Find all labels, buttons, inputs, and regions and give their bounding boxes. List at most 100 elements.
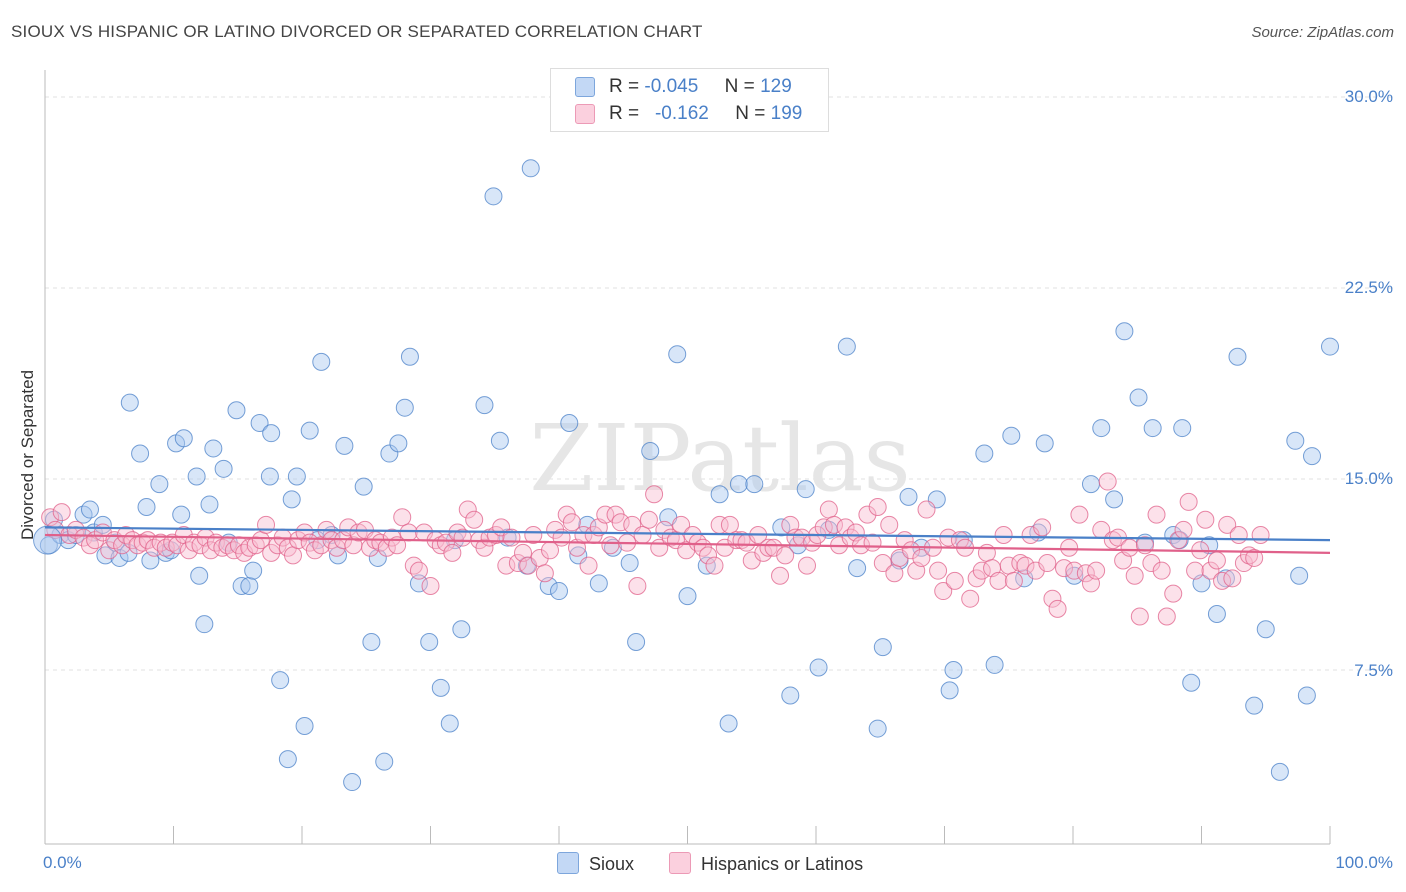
sioux-point xyxy=(343,773,362,792)
sioux-point xyxy=(781,686,800,705)
hispanic-point xyxy=(1098,472,1117,491)
hispanic-point xyxy=(720,515,739,534)
sioux-point xyxy=(796,480,815,499)
hispanic-swatch xyxy=(575,104,595,124)
legend-label-hispanic: Hispanics or Latinos xyxy=(701,854,864,874)
sioux-point xyxy=(710,485,729,504)
hispanic-point xyxy=(1087,561,1106,580)
y-axis-label: Divorced or Separated xyxy=(18,369,37,541)
sioux-point xyxy=(678,587,697,606)
sioux-point xyxy=(868,719,887,738)
y-tick-label-22-5: 22.5% xyxy=(1344,278,1393,297)
hispanic-point xyxy=(1004,571,1023,590)
sioux-point xyxy=(668,345,687,364)
hispanic-point xyxy=(945,571,964,590)
hispanic-point xyxy=(1076,564,1095,583)
hispanic-point xyxy=(508,554,527,573)
hispanic-point xyxy=(1070,505,1089,524)
hispanic-point xyxy=(611,513,630,532)
sioux-point xyxy=(745,475,764,494)
hispanic-point xyxy=(819,500,838,519)
legend-item-sioux: Sioux xyxy=(557,852,634,875)
n-value-sioux: 129 xyxy=(760,76,792,97)
sioux-point xyxy=(1297,686,1316,705)
hispanic-point xyxy=(858,505,877,524)
hispanic-point xyxy=(1103,531,1122,550)
hispanic-point xyxy=(824,515,843,534)
hispanic-point xyxy=(1016,556,1035,575)
hispanic-point xyxy=(1251,526,1270,545)
sioux-point xyxy=(1129,388,1148,407)
n-label: N = xyxy=(735,103,766,124)
hispanic-point xyxy=(475,538,494,557)
sioux-point xyxy=(395,398,414,417)
hispanic-point xyxy=(246,536,265,555)
hispanic-point xyxy=(436,533,455,552)
sioux-point xyxy=(227,401,246,420)
sioux-point xyxy=(375,752,394,771)
hispanic-point xyxy=(579,556,598,575)
sioux-point xyxy=(335,436,354,455)
hispanic-point xyxy=(639,510,658,529)
hispanic-point xyxy=(929,561,948,580)
sioux-point xyxy=(1321,337,1339,356)
hispanic-point xyxy=(912,548,931,567)
sioux-point xyxy=(589,574,608,593)
sioux-point xyxy=(1290,566,1309,585)
sioux-point xyxy=(187,467,206,486)
n-label: N = xyxy=(724,76,755,97)
sioux-point xyxy=(1256,620,1275,639)
hispanic-point xyxy=(601,536,620,555)
sioux-point xyxy=(719,714,738,733)
sioux-point xyxy=(1105,490,1124,509)
hispanic-point xyxy=(497,556,516,575)
sioux-point xyxy=(1092,419,1111,438)
hispanic-point xyxy=(1174,520,1193,539)
hispanic-point xyxy=(885,564,904,583)
hispanic-point xyxy=(399,523,418,542)
sioux-point xyxy=(409,574,428,593)
sioux-point xyxy=(1228,347,1247,366)
sioux-point xyxy=(1173,419,1192,438)
sioux-point xyxy=(420,632,439,651)
legend-item-hispanic: Hispanics or Latinos xyxy=(669,852,863,875)
sioux-point xyxy=(300,421,319,440)
sioux-point xyxy=(312,352,331,371)
watermark: ZIPatlas xyxy=(529,405,910,512)
sioux-point xyxy=(1200,536,1219,555)
hispanic-point xyxy=(705,556,724,575)
sioux-point xyxy=(452,620,471,639)
hispanic-point xyxy=(1043,589,1062,608)
sioux-point xyxy=(250,413,269,432)
sioux-point xyxy=(1207,604,1226,623)
hispanic-point xyxy=(939,528,958,547)
sioux-point xyxy=(620,554,639,573)
sioux-point xyxy=(809,658,828,677)
hispanic-point xyxy=(1218,515,1237,534)
n-value-hispanic: 199 xyxy=(770,103,803,124)
r-label: R = xyxy=(609,103,640,124)
sioux-point xyxy=(985,655,1004,674)
sioux-point xyxy=(1270,762,1289,781)
hispanic-point xyxy=(289,531,308,550)
sioux-point xyxy=(560,413,579,432)
hispanic-point xyxy=(284,546,303,565)
gridlines xyxy=(45,96,1393,671)
hispanic-point xyxy=(66,520,85,539)
chart-title: SIOUX VS HISPANIC OR LATINO DIVORCED OR … xyxy=(11,22,703,41)
hispanic-point xyxy=(465,510,484,529)
hispanic-point xyxy=(52,503,71,522)
sioux-point xyxy=(1065,566,1084,585)
hispanic-point xyxy=(1213,571,1232,590)
sioux-point xyxy=(190,566,209,585)
hispanic-point xyxy=(798,556,817,575)
hispanic-point xyxy=(224,541,243,560)
sioux-point xyxy=(137,498,156,517)
sioux-trend-line xyxy=(44,526,1331,542)
sioux-point xyxy=(975,444,994,463)
hispanic-point xyxy=(262,543,281,562)
sioux-point xyxy=(484,187,503,206)
sioux-point xyxy=(641,441,660,460)
hispanic-legend-swatch xyxy=(669,852,691,874)
